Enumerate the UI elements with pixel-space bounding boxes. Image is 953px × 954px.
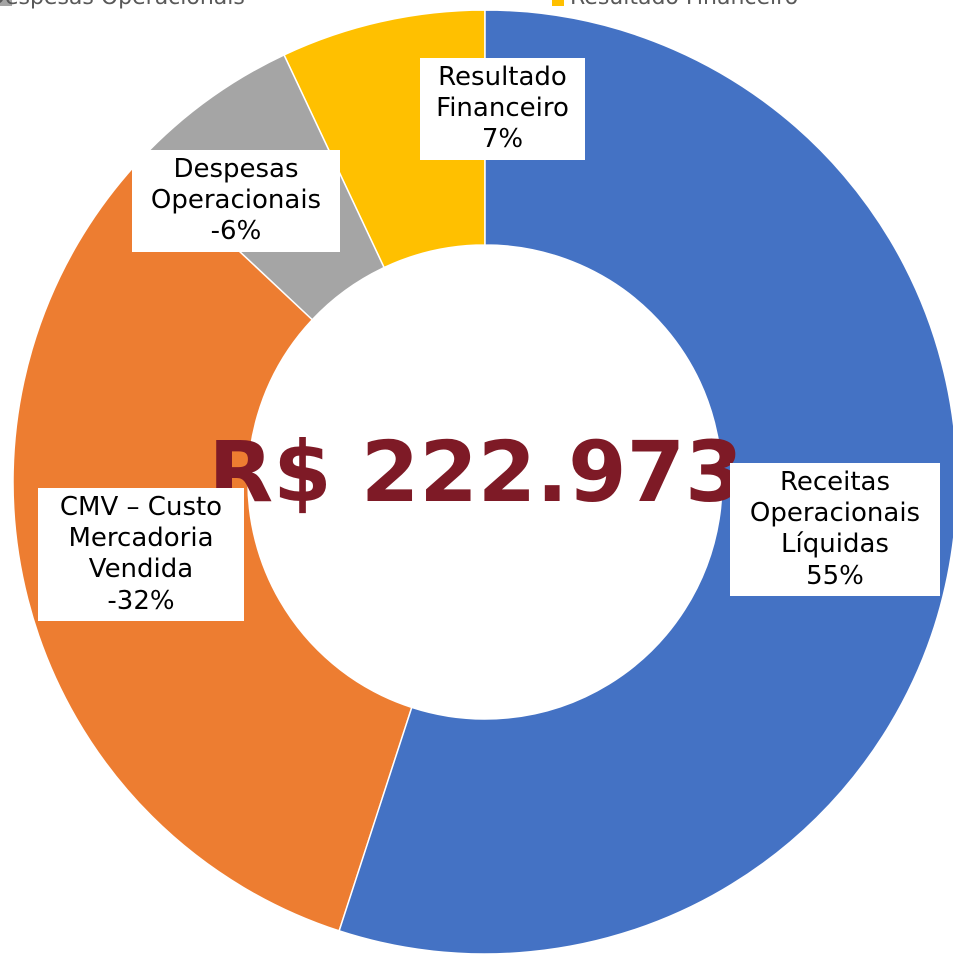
data-label: Despesas Operacionais -6% bbox=[132, 150, 340, 252]
legend-swatch bbox=[552, 0, 564, 6]
data-label-value: 55% bbox=[806, 560, 864, 591]
data-label-name: Receitas Operacionais Líquidas bbox=[749, 467, 921, 560]
legend-swatch bbox=[0, 0, 12, 6]
donut-slice bbox=[338, 9, 953, 954]
data-label-value: -6% bbox=[210, 216, 262, 247]
data-label-name: Resultado Financeiro bbox=[436, 62, 569, 124]
data-label-name: Despesas Operacionais bbox=[150, 154, 322, 216]
data-label: Receitas Operacionais Líquidas 55% bbox=[730, 463, 940, 596]
legend-label: Resultado Financeiro bbox=[570, 0, 798, 10]
legend-label: Despesas Operacionais bbox=[0, 0, 245, 10]
center-label: R$ 222.973 bbox=[209, 423, 744, 521]
data-label-name: CMV – Custo Mercadoria Vendida bbox=[59, 492, 223, 585]
data-label: Resultado Financeiro 7% bbox=[420, 58, 585, 160]
data-label: CMV – Custo Mercadoria Vendida -32% bbox=[38, 488, 244, 621]
data-label-value: 7% bbox=[481, 124, 524, 155]
data-label-value: -32% bbox=[107, 585, 175, 616]
